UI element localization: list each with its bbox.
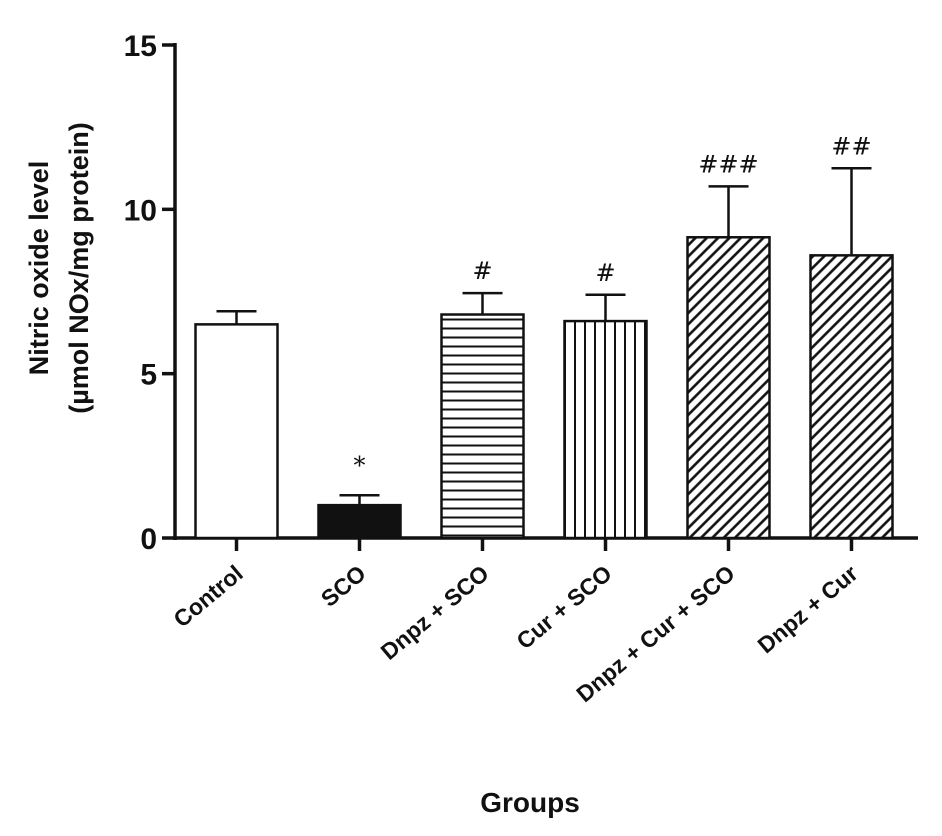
bar-0 <box>194 323 279 540</box>
significance-label-4: ### <box>698 150 758 178</box>
y-tick-label-15: 15 <box>124 30 157 63</box>
y-tick-label-5: 5 <box>140 359 157 392</box>
significance-label-3: # <box>595 259 615 287</box>
y-axis-unit: (µmol NOx/mg protein) <box>64 122 94 414</box>
category-label-3: Cur + SCO <box>511 560 616 654</box>
significance-label-2: # <box>472 257 492 285</box>
y-tick-label-10: 10 <box>124 194 157 227</box>
bar-3 <box>563 319 648 540</box>
bar-5 <box>809 254 894 540</box>
significance-label-5: ## <box>831 132 871 160</box>
category-label-2: Dnpz + SCO <box>376 560 494 665</box>
x-axis <box>173 536 918 551</box>
significance-label-1: * <box>354 451 366 479</box>
bar-4 <box>686 236 771 540</box>
bar-2 <box>440 313 525 540</box>
y-axis: 0 5 10 15 <box>124 30 177 556</box>
category-label-1: SCO <box>316 560 371 612</box>
y-tick-label-0: 0 <box>140 523 157 556</box>
category-label-5: Dnpz + Cur <box>753 560 863 658</box>
category-label-0: Control <box>168 560 247 632</box>
x-axis-title: Groups <box>480 787 580 818</box>
bar-1 <box>317 503 402 540</box>
bars: *# ###### <box>194 132 894 540</box>
y-axis-title: Nitric oxide level <box>24 161 54 376</box>
